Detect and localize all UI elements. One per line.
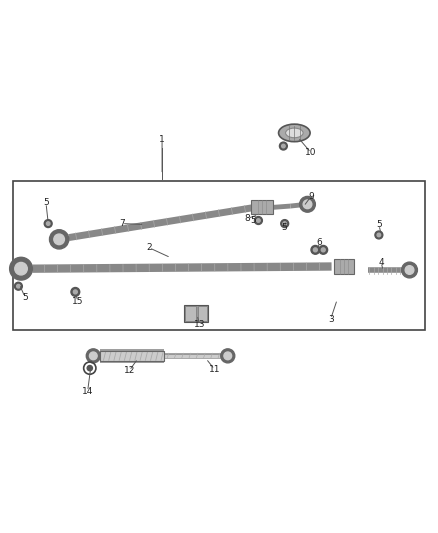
- Text: 1: 1: [159, 135, 165, 144]
- Circle shape: [311, 246, 320, 254]
- Text: 5: 5: [22, 293, 28, 302]
- Circle shape: [49, 230, 69, 249]
- Text: 6: 6: [317, 238, 323, 247]
- Circle shape: [87, 366, 92, 371]
- Circle shape: [254, 216, 262, 224]
- Circle shape: [10, 257, 32, 280]
- Circle shape: [375, 231, 383, 239]
- Circle shape: [86, 349, 100, 363]
- Circle shape: [221, 349, 235, 363]
- Circle shape: [54, 234, 64, 245]
- Circle shape: [282, 144, 285, 148]
- Ellipse shape: [279, 124, 310, 142]
- Bar: [186, 306, 196, 321]
- Text: 2: 2: [146, 243, 152, 252]
- Circle shape: [377, 233, 381, 237]
- Text: 11: 11: [209, 365, 220, 374]
- Circle shape: [405, 265, 414, 274]
- Circle shape: [71, 287, 80, 296]
- Circle shape: [281, 220, 289, 228]
- Bar: [184, 304, 208, 322]
- Circle shape: [46, 222, 50, 225]
- Circle shape: [314, 248, 317, 252]
- Circle shape: [300, 197, 315, 212]
- Circle shape: [89, 352, 97, 360]
- Bar: [198, 306, 207, 321]
- Circle shape: [73, 290, 77, 294]
- Text: 5: 5: [43, 198, 49, 207]
- Circle shape: [257, 219, 260, 222]
- Circle shape: [303, 200, 312, 208]
- Text: 3: 3: [328, 314, 334, 324]
- Text: 5: 5: [250, 216, 256, 225]
- Circle shape: [15, 262, 27, 275]
- Circle shape: [319, 246, 328, 254]
- Bar: [13, 181, 425, 330]
- Ellipse shape: [286, 128, 303, 138]
- Bar: [100, 351, 164, 361]
- Circle shape: [321, 248, 325, 252]
- Circle shape: [44, 220, 52, 228]
- Text: 14: 14: [82, 387, 93, 396]
- Circle shape: [279, 142, 287, 150]
- Text: 4: 4: [378, 257, 384, 266]
- Text: 9: 9: [308, 192, 314, 201]
- Text: 8: 8: [244, 214, 251, 223]
- Text: 5: 5: [281, 223, 287, 231]
- Circle shape: [17, 285, 20, 288]
- Circle shape: [283, 222, 286, 225]
- Bar: [334, 259, 354, 274]
- Text: 5: 5: [376, 220, 382, 229]
- Bar: [251, 200, 273, 214]
- Circle shape: [402, 262, 417, 278]
- Circle shape: [224, 352, 232, 360]
- Text: 12: 12: [124, 366, 135, 375]
- Text: 13: 13: [194, 320, 205, 329]
- Text: 10: 10: [305, 148, 317, 157]
- Text: 15: 15: [72, 297, 84, 306]
- Circle shape: [14, 282, 22, 290]
- Text: 7: 7: [119, 219, 125, 228]
